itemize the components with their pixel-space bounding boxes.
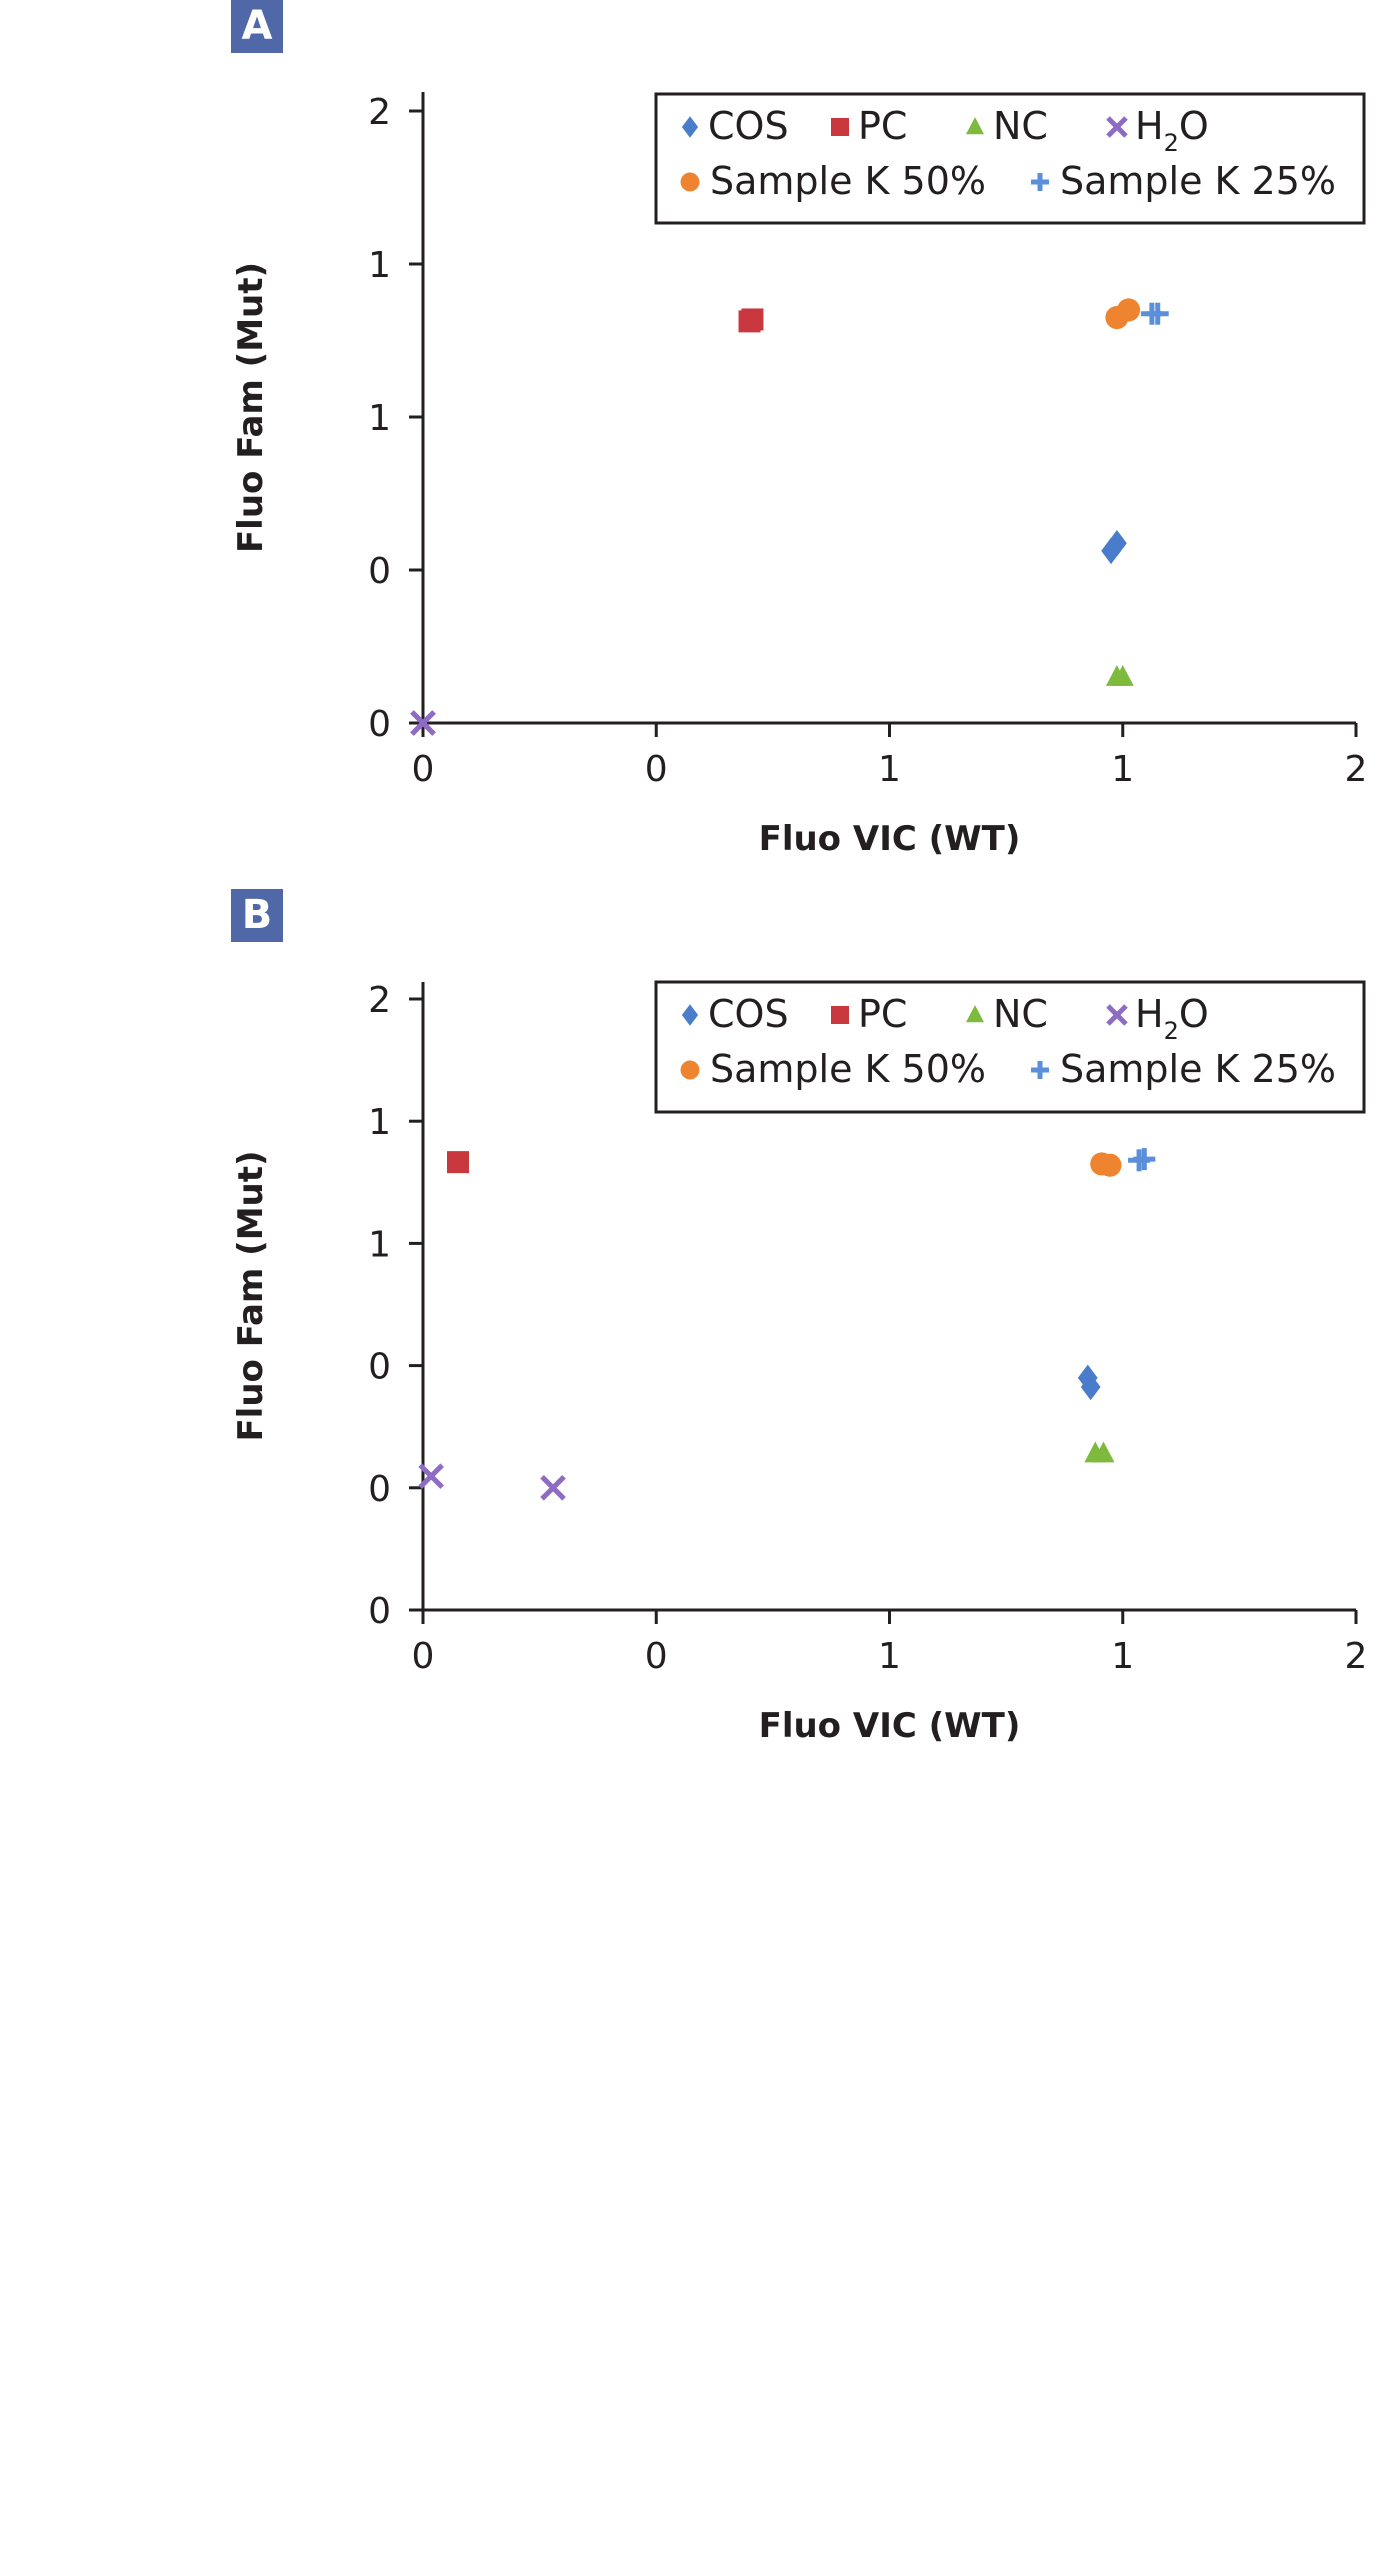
y-tick-label: 0 [368,1469,391,1510]
data-point [418,1463,444,1489]
legend-item-sample-k-25-: Sample K 25% [1031,1047,1336,1091]
y-axis-title: Fluo Fam (Mut) [231,262,271,553]
panel-label-b: B [231,889,283,942]
legend-marker-icon [831,118,849,136]
data-point [1098,1153,1122,1177]
x-tick-label: 2 [1345,1636,1368,1677]
x-tick-label: 0 [645,749,668,790]
series-sample-k-50- [1090,1152,1122,1177]
series-h2o [418,1463,566,1501]
legend-label: PC [858,104,907,148]
legend-marker-icon [1031,1061,1049,1079]
legend-marker-icon [1031,173,1049,191]
legend-item-nc: NC [966,104,1048,148]
data-point [1101,537,1121,565]
series-cos [1077,1364,1101,1401]
panel-label-a: A [231,0,283,53]
y-tick-label: 0 [368,1591,391,1632]
x-tick-label: 0 [412,1636,435,1677]
legend-label: Sample K 50% [710,1047,986,1091]
legend: COS PC NC H2O Sample K 50% Sample K 25% [654,980,1366,1114]
y-tick-label: 2 [368,92,391,133]
legend-label: COS [708,992,789,1036]
legend-item-h2o: H2O [1106,992,1209,1045]
x-tick-label: 1 [878,1636,901,1677]
data-point [1111,665,1134,686]
series-pc [738,308,764,333]
series-h2o [410,710,436,736]
x-axis-title: Fluo VIC (WT) [759,819,1021,859]
legend-marker-icon [966,1005,984,1023]
legend-marker-icon [1106,116,1128,138]
series-sample-k-25- [1128,1148,1156,1172]
data-point [1080,1373,1101,1401]
legend-box [654,92,1366,225]
series-sample-k-25- [1140,302,1169,325]
series-nc [1105,665,1134,686]
y-tick-label: 1 [368,398,391,439]
y-tick-label: 1 [368,1224,391,1265]
data-point [540,1475,566,1501]
legend: COS PC NC H2O Sample K 50% Sample K 25% [654,92,1366,225]
legend-label: NC [993,104,1048,148]
legend-label: H2O [1135,992,1209,1045]
legend-item-sample-k-50-: Sample K 50% [680,1047,986,1091]
data-point [1092,1441,1115,1463]
x-tick-label: 0 [645,1636,668,1677]
x-tick-label: 1 [1111,1636,1134,1677]
x-tick-label: 1 [1111,749,1134,790]
legend-marker-icon [680,172,700,192]
y-tick-label: 1 [368,245,391,286]
legend-item-nc: NC [966,992,1048,1036]
y-tick-label: 0 [368,704,391,745]
legend-marker-icon [681,116,699,138]
y-tick-label: 2 [368,980,391,1021]
legend-label: NC [993,992,1048,1036]
legend-item-cos: COS [681,104,789,148]
series-pc [446,1151,469,1174]
x-tick-label: 1 [878,749,901,790]
legend-label: Sample K 25% [1060,1047,1336,1091]
legend-label: Sample K 25% [1060,159,1336,203]
data-point [1107,530,1127,557]
y-tick-label: 0 [368,1347,391,1388]
legend-marker-icon [681,1004,699,1026]
legend-item-cos: COS [681,992,789,1036]
series-cos [1101,530,1127,565]
y-axis-title: Fluo Fam (Mut) [231,1150,271,1441]
legend-marker-icon [1106,1004,1128,1026]
y-tick-label: 1 [368,1102,391,1143]
x-tick-label: 0 [412,749,435,790]
legend-item-pc: PC [831,104,907,148]
data-point [446,1151,469,1174]
data-point [1146,302,1169,325]
legend-item-pc: PC [831,992,907,1036]
y-tick-label: 0 [368,551,391,592]
legend-marker-icon [831,1006,849,1024]
data-point [738,310,761,333]
legend-item-sample-k-25-: Sample K 25% [1031,159,1336,203]
x-tick-label: 2 [1345,749,1368,790]
data-point [1133,1148,1156,1171]
series-nc [1084,1441,1115,1463]
legend-label: PC [858,992,907,1036]
legend-marker-icon [966,117,984,135]
legend-label: Sample K 50% [710,159,986,203]
legend-item-h2o: H2O [1106,104,1209,157]
legend-item-sample-k-50-: Sample K 50% [680,159,986,203]
legend-label: H2O [1135,104,1209,157]
legend-label: COS [708,104,789,148]
data-point [410,710,436,736]
series-sample-k-50- [1105,298,1141,330]
legend-marker-icon [680,1060,700,1080]
x-axis-title: Fluo VIC (WT) [759,1706,1021,1746]
legend-box [654,980,1366,1114]
data-point [1117,298,1141,322]
